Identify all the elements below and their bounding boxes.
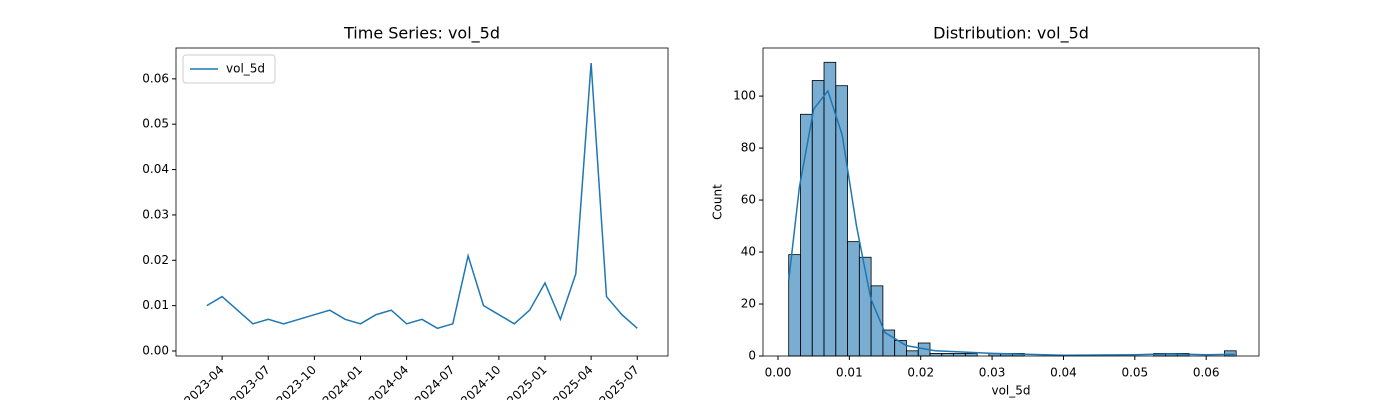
y-tick-label: 60 [741,193,756,207]
x-tick-label: 0.01 [836,366,863,380]
y-tick-label: 0.00 [142,344,169,358]
y-tick-label: 0.03 [142,207,169,221]
x-tick-label: 0.05 [1121,366,1148,380]
histogram-bar [835,85,848,357]
y-tick-label: 0.05 [142,117,169,131]
chart-title: Distribution: vol_5d [933,24,1089,44]
kde-curve [787,89,1235,356]
y-tick-label: 0 [748,349,756,363]
x-tick-label: 0.02 [907,366,934,380]
histogram-bar [870,285,884,357]
x-tick-label: 0.06 [1193,366,1220,380]
histogram-bar [1223,350,1237,357]
y-tick-label: 100 [733,89,756,103]
histogram-bar [847,241,860,357]
legend: vol_5d [182,54,276,84]
y-tick-label: 40 [741,245,756,259]
histogram-bar [906,350,919,357]
y-tick-label: 0.02 [142,253,169,267]
x-tick-label: 2025-07 [596,363,641,400]
legend-label: vol_5d [226,62,265,76]
x-tick-label: 2024-07 [412,363,457,400]
x-tick-label: 2024-01 [320,363,365,400]
x-tick-label: 2024-04 [366,363,411,400]
legend-frame [182,54,276,84]
x-tick-label: 2023-07 [227,363,272,400]
axes-frame [762,47,1260,357]
y-tick-label: 20 [741,297,756,311]
series-line [206,62,638,330]
histogram-bar [823,61,837,357]
chart-title: Time Series: vol_5d [343,24,500,44]
x-tick-label: 2024-10 [458,363,503,400]
x-axis-label: vol_5d [991,384,1030,398]
x-tick-label: 2025-01 [504,363,549,400]
y-tick-label: 0.01 [142,298,169,312]
x-tick-label: 2023-10 [274,363,319,400]
x-tick-label: 2023-04 [181,363,226,400]
y-axis-label: Count [711,184,725,220]
x-tick-label: 0.00 [765,366,792,380]
x-tick-label: 0.04 [1050,366,1077,380]
y-tick-label: 0.04 [142,162,169,176]
x-tick-label: 2025-04 [550,363,595,400]
histogram-bar [811,80,825,357]
y-tick-label: 0.06 [142,71,169,85]
y-tick-label: 80 [741,141,756,155]
histogram-bar [882,329,896,357]
x-tick-label: 0.03 [979,366,1006,380]
axes-frame [175,47,669,357]
